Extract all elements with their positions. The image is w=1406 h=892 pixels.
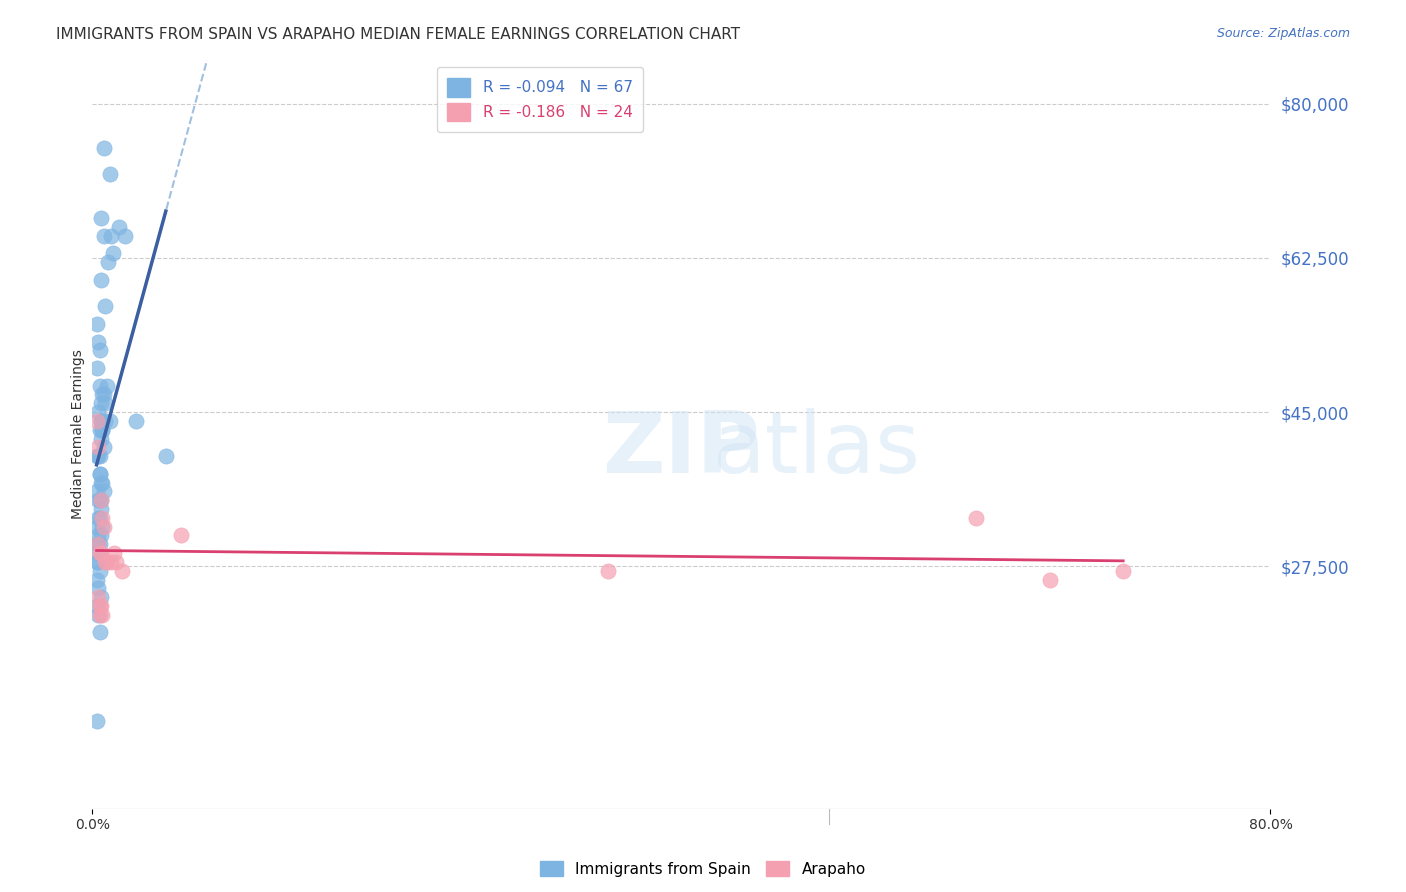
Point [91, 414, 114, 428]
Point [89, 449, 111, 463]
Point [169, 528, 191, 542]
Point [596, 564, 619, 578]
Point [87, 449, 110, 463]
Point [89, 467, 111, 481]
Point [93, 387, 115, 401]
Point [89, 607, 111, 622]
Point [94, 299, 117, 313]
Point [93, 519, 115, 533]
Point [87, 590, 110, 604]
Point [86, 537, 108, 551]
Point [90, 211, 112, 226]
Point [90, 546, 112, 560]
Point [89, 546, 111, 560]
Point [87, 511, 110, 525]
Point [90, 396, 112, 410]
Point [87, 528, 110, 542]
Point [86, 484, 108, 499]
Point [87, 537, 110, 551]
Point [91, 511, 114, 525]
Point [90, 414, 112, 428]
Point [93, 441, 115, 455]
Point [97, 255, 120, 269]
Point [100, 555, 122, 569]
Point [98, 167, 121, 181]
Point [111, 564, 134, 578]
Point [91, 475, 114, 490]
Point [87, 546, 110, 560]
Point [91, 519, 114, 533]
Point [90, 432, 112, 446]
Point [89, 599, 111, 613]
Point [90, 528, 112, 542]
Point [90, 414, 112, 428]
Point [86, 361, 108, 376]
Y-axis label: Median Female Earnings: Median Female Earnings [72, 349, 86, 519]
Point [93, 484, 115, 499]
Point [87, 493, 110, 508]
Point [94, 414, 117, 428]
Point [107, 220, 129, 235]
Point [100, 228, 122, 243]
Text: atlas: atlas [713, 408, 921, 491]
Point [155, 449, 177, 463]
Point [89, 378, 111, 392]
Point [87, 441, 110, 455]
Point [91, 423, 114, 437]
Point [89, 625, 111, 640]
Point [94, 396, 117, 410]
Text: ZIP: ZIP [602, 408, 761, 491]
Point [94, 555, 117, 569]
Point [101, 246, 124, 260]
Legend: Immigrants from Spain, Arapaho: Immigrants from Spain, Arapaho [533, 853, 873, 884]
Point [87, 405, 110, 419]
Point [86, 714, 108, 728]
Point [90, 493, 112, 508]
Point [125, 414, 148, 428]
Point [96, 555, 118, 569]
Point [1038, 573, 1060, 587]
Legend: R = -0.094   N = 67, R = -0.186   N = 24: R = -0.094 N = 67, R = -0.186 N = 24 [437, 67, 643, 132]
Point [86, 449, 108, 463]
Point [87, 555, 110, 569]
Point [86, 555, 108, 569]
Text: IMMIGRANTS FROM SPAIN VS ARAPAHO MEDIAN FEMALE EARNINGS CORRELATION CHART: IMMIGRANTS FROM SPAIN VS ARAPAHO MEDIAN … [56, 27, 741, 42]
Point [91, 423, 114, 437]
Point [86, 573, 108, 587]
Point [90, 475, 112, 490]
Point [90, 493, 112, 508]
Point [91, 607, 114, 622]
Point [89, 537, 111, 551]
Point [114, 228, 136, 243]
Point [89, 493, 111, 508]
Point [90, 590, 112, 604]
Point [90, 502, 112, 516]
Point [90, 273, 112, 287]
Point [93, 228, 115, 243]
Point [98, 414, 121, 428]
Text: Source: ZipAtlas.com: Source: ZipAtlas.com [1216, 27, 1350, 40]
Point [87, 334, 110, 349]
Point [89, 511, 111, 525]
Point [1112, 564, 1135, 578]
Point [89, 467, 111, 481]
Point [87, 607, 110, 622]
Point [93, 141, 115, 155]
Point [91, 387, 114, 401]
Point [96, 378, 118, 392]
Point [86, 414, 108, 428]
Point [104, 555, 127, 569]
Point [965, 511, 987, 525]
Point [89, 423, 111, 437]
Point [86, 599, 108, 613]
Point [86, 317, 108, 331]
Point [89, 343, 111, 358]
Point [90, 599, 112, 613]
Point [103, 546, 125, 560]
Point [87, 582, 110, 596]
Point [86, 519, 108, 533]
Point [89, 564, 111, 578]
Point [87, 537, 110, 551]
